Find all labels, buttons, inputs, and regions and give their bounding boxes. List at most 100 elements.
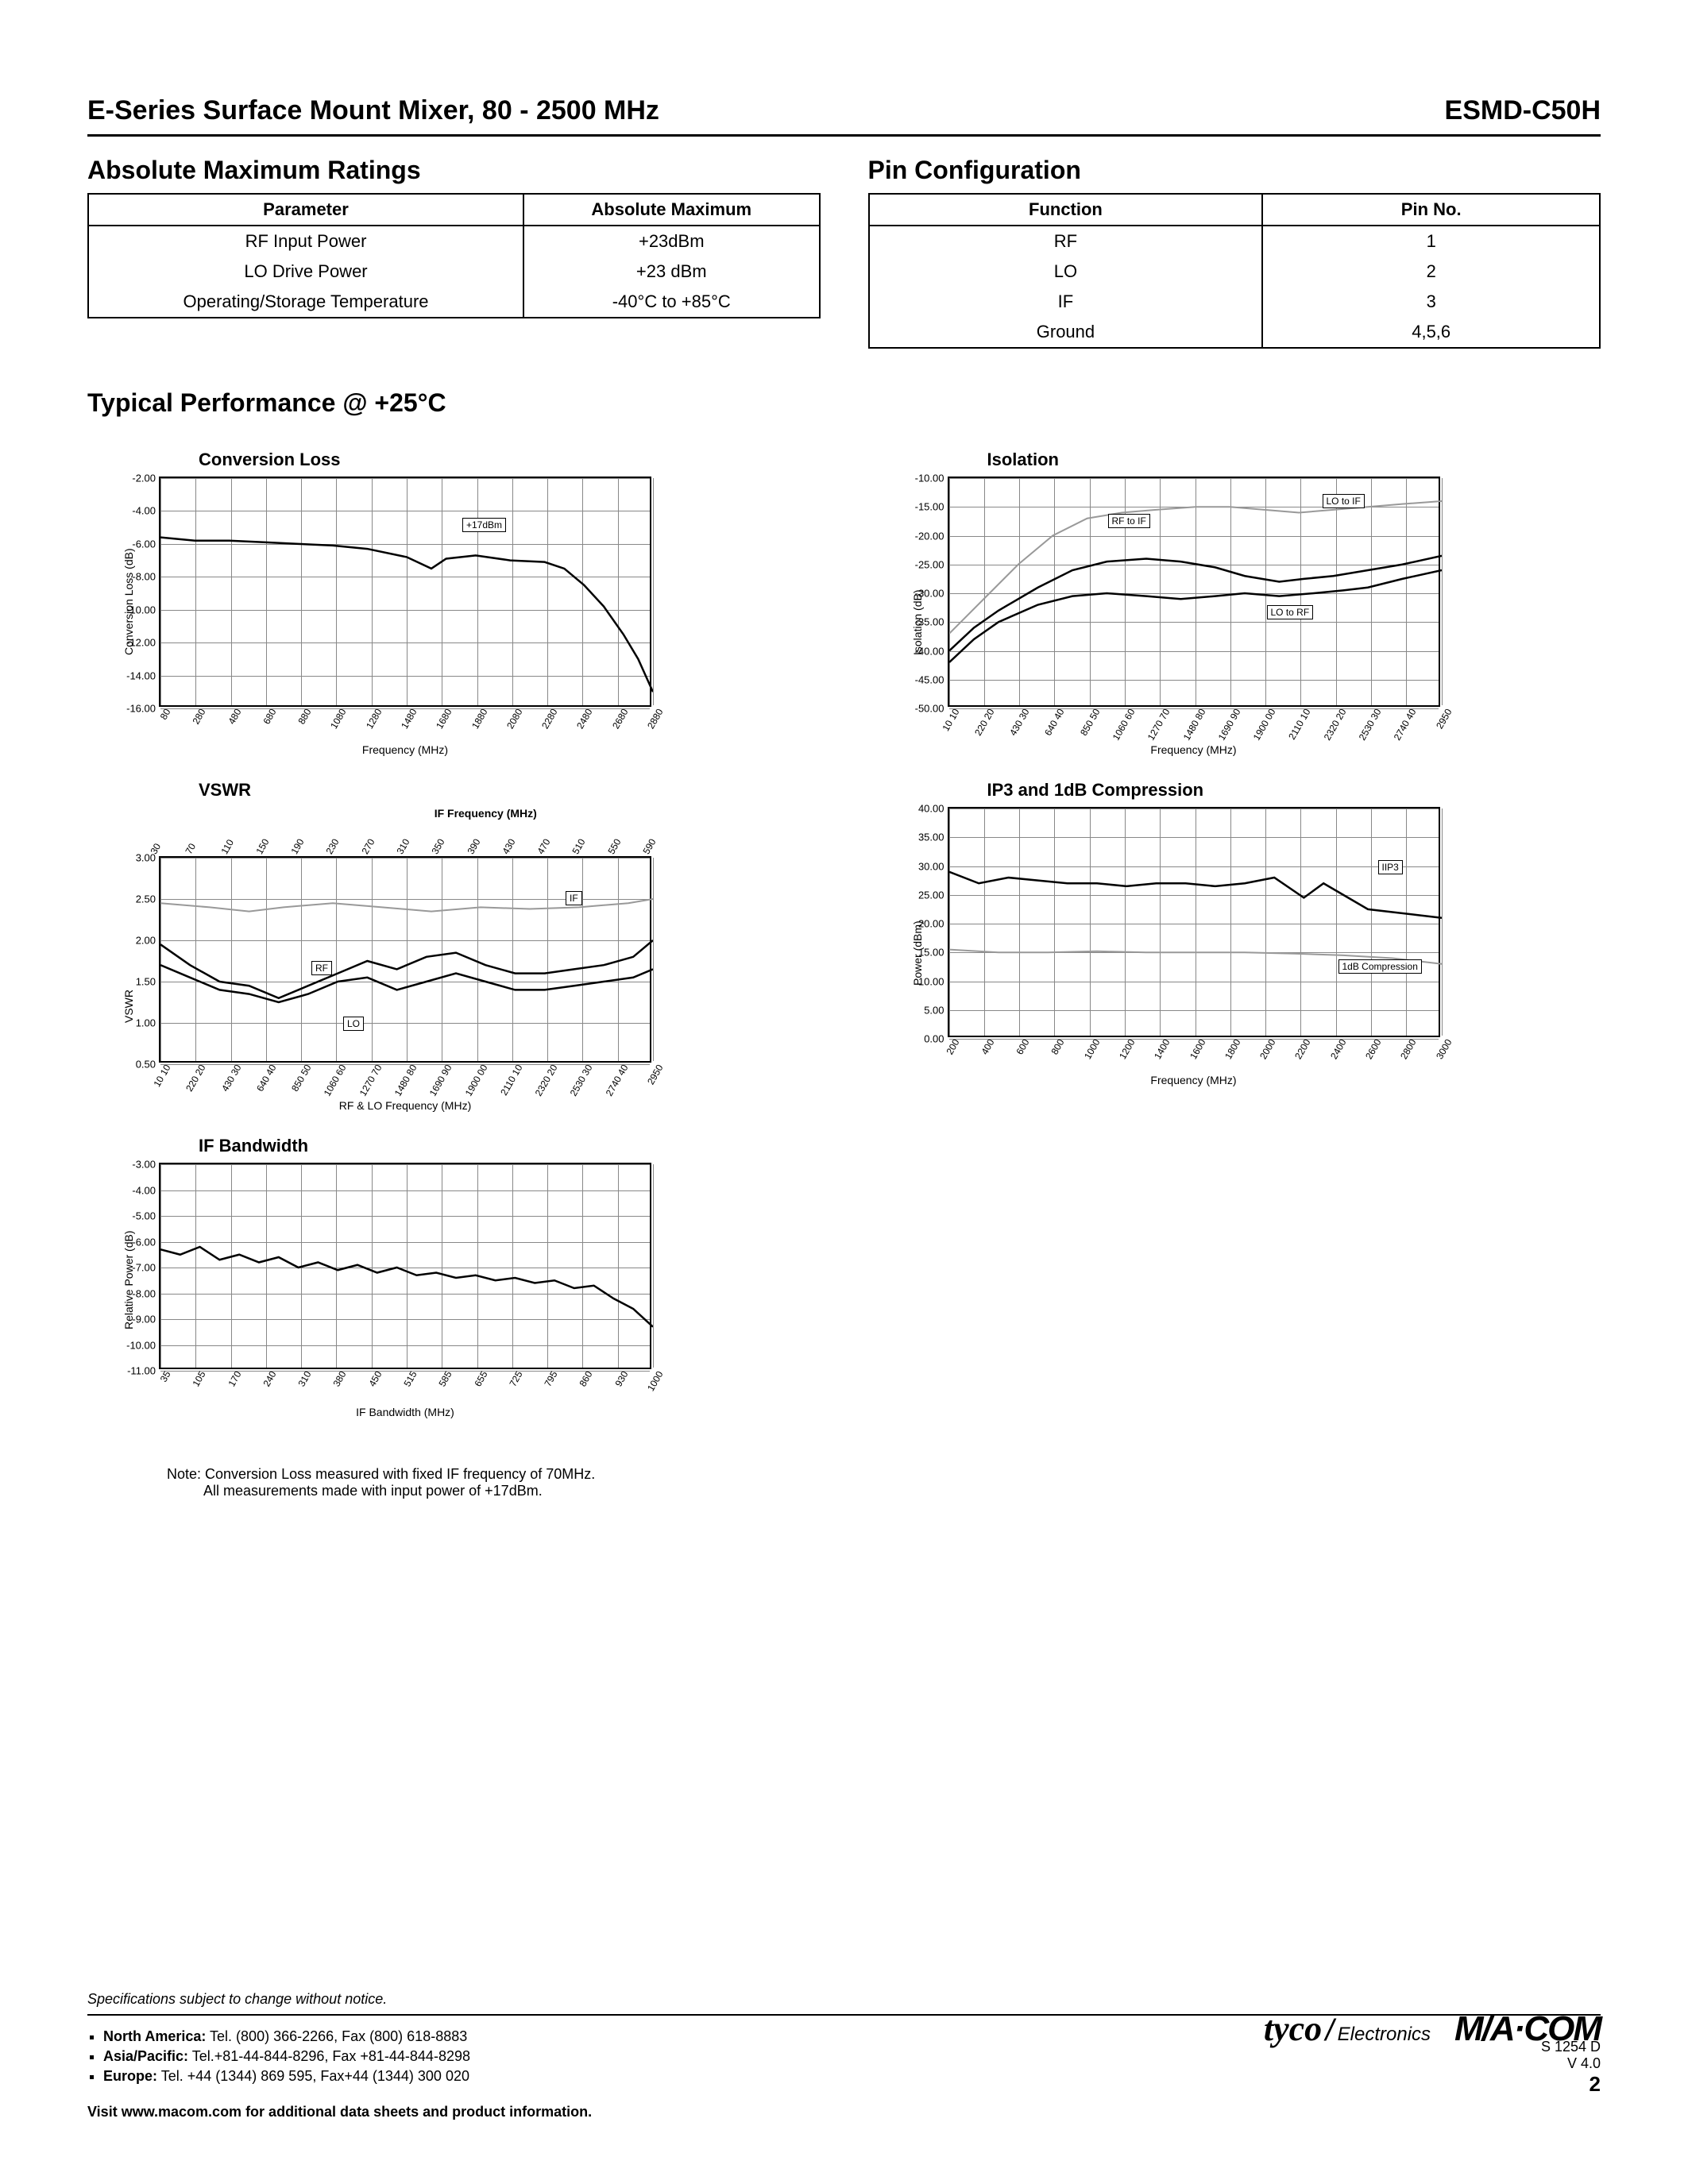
chart-callout: IIP3 (1378, 860, 1403, 874)
chart-ytick: -8.00 (132, 571, 160, 583)
chart-xlabel: IF Bandwidth (MHz) (159, 1406, 651, 1418)
chart-xtick: 850 50 (1075, 705, 1102, 738)
header-part-number: ESMD-C50H (1445, 95, 1601, 126)
performance-title: Typical Performance @ +25°C (87, 388, 1601, 418)
chart-ylabel: Power (dBm) (911, 874, 924, 986)
pins-col-1: Pin No. (1262, 194, 1600, 226)
chart-ytick: -9.00 (132, 1314, 160, 1325)
chart-xtick: 2320 20 (1319, 705, 1348, 743)
chart-ytick: 5.00 (924, 1004, 948, 1016)
chart-xlabel: Frequency (MHz) (948, 1074, 1440, 1086)
chart-xtick-top: 510 (570, 837, 591, 858)
chart-ytick: -14.00 (126, 669, 160, 681)
chart-xtick-top: 430 (500, 837, 520, 858)
chart-ytick: -4.00 (132, 1184, 160, 1196)
footer-version: V 4.0 (1541, 2055, 1601, 2072)
ratings-cell: RF Input Power (88, 226, 523, 257)
ifbw-chart-title: IF Bandwidth (199, 1136, 813, 1156)
pins-cell: 4,5,6 (1262, 317, 1600, 348)
note-line-1: Note: Conversion Loss measured with fixe… (167, 1466, 1601, 1483)
tyco-logo: tyco / Electronics (1264, 2008, 1431, 2049)
chart-xtick: 2320 20 (530, 1061, 559, 1098)
chart-ylabel: Conversion Loss (dB) (122, 544, 135, 655)
chart-ytick: -45.00 (915, 673, 949, 685)
chart-ytick: -2.00 (132, 473, 160, 484)
chart-ytick: -3.00 (132, 1159, 160, 1171)
chart-xtick: 1900 00 (460, 1061, 489, 1098)
chart-xtick-top: 230 (324, 837, 345, 858)
ratings-cell: Operating/Storage Temperature (88, 287, 523, 318)
pins-cell: 1 (1262, 226, 1600, 257)
chart-ytick: -5.00 (132, 1210, 160, 1222)
chart-ylabel: Isolation (dB) (911, 544, 924, 655)
footer-page-number: 2 (1541, 2072, 1601, 2097)
chart-xtick: 1690 90 (425, 1061, 454, 1098)
chart-ytick: -6.00 (132, 538, 160, 550)
pins-cell: 3 (1262, 287, 1600, 317)
chart-xtick: 220 20 (969, 705, 996, 738)
chart-xtick-top: 150 (253, 837, 274, 858)
chart-xtick: 2740 40 (601, 1061, 630, 1098)
ratings-col-0: Parameter (88, 194, 523, 226)
chart-xtick: 430 30 (1005, 705, 1032, 738)
chart-ylabel: Relative Power (dB) (122, 1218, 135, 1329)
chart-xtick-top: 70 (183, 841, 201, 858)
pins-cell: Ground (869, 317, 1263, 348)
ratings-table: ParameterAbsolute Maximum RF Input Power… (87, 193, 821, 318)
chart-xtick: 2530 30 (566, 1061, 595, 1098)
chart-ytick: 30.00 (918, 860, 949, 872)
chart-xtick: 1900 00 (1248, 705, 1277, 743)
chart-ytick: 40.00 (918, 803, 949, 815)
note-line-2: All measurements made with input power o… (203, 1483, 1601, 1499)
footer-contact-ap: Asia/Pacific: Tel.+81-44-844-8296, Fax +… (103, 2048, 1601, 2065)
chart-xtick-top: 110 (218, 837, 238, 858)
footer-visit: Visit www.macom.com for additional data … (87, 2104, 1601, 2120)
header-title: E-Series Surface Mount Mixer, 80 - 2500 … (87, 95, 659, 126)
chart-xtick-top: 390 (465, 837, 485, 858)
ifbw-chart: -3.00-4.00-5.00-6.00-7.00-8.00-9.00-10.0… (159, 1163, 813, 1418)
chart-ytick: 35.00 (918, 832, 949, 843)
chart-callout: 1dB Compression (1338, 959, 1422, 974)
vswr-chart-title: VSWR (199, 780, 813, 801)
chart-xtick: 1270 70 (354, 1061, 384, 1098)
chart-xtick-top: 350 (430, 837, 450, 858)
chart-ytick: -10.00 (915, 473, 949, 484)
chart-ytick: 2.00 (136, 935, 160, 947)
chart-xlabel: Frequency (MHz) (948, 743, 1440, 756)
chart-ytick: -4.00 (132, 505, 160, 517)
chart-callout: RF (311, 961, 332, 975)
ratings-cell: -40°C to +85°C (523, 287, 820, 318)
chart-callout: +17dBm (462, 518, 506, 532)
chart-callout: IF (566, 891, 582, 905)
chart-xtick-top: 270 (359, 837, 380, 858)
chart-xlabel: Frequency (MHz) (159, 743, 651, 756)
chart-xtick-top: 550 (605, 837, 626, 858)
chart-xtick-top: 190 (289, 837, 310, 858)
chart-ytick: -7.00 (132, 1262, 160, 1274)
pins-cell: IF (869, 287, 1263, 317)
chart-xtick: 1480 80 (1178, 705, 1207, 743)
chart-xtick: 640 40 (1040, 705, 1067, 738)
chart-xtick: 1270 70 (1143, 705, 1172, 743)
vswr-chart: IF Frequency (MHz)3.002.502.001.501.000.… (159, 807, 813, 1112)
chart-xlabel: RF & LO Frequency (MHz) (159, 1099, 651, 1112)
ratings-col-1: Absolute Maximum (523, 194, 820, 226)
pins-cell: LO (869, 257, 1263, 287)
chart-ytick: 2.50 (136, 893, 160, 905)
macom-logo: M/A·COM (1454, 2009, 1601, 2049)
footer-logos: tyco / Electronics M/A·COM (1264, 2008, 1601, 2049)
chart-xtick-top: 310 (394, 837, 415, 858)
isolation-chart-title: Isolation (987, 450, 1601, 470)
pins-cell: RF (869, 226, 1263, 257)
ratings-cell: LO Drive Power (88, 257, 523, 287)
chart-ylabel: VSWR (122, 912, 135, 1023)
chart-ytick: -50.00 (915, 703, 949, 715)
chart-ytick: -15.00 (915, 501, 949, 513)
ratings-cell: +23dBm (523, 226, 820, 257)
ip3-chart-title: IP3 and 1dB Compression (987, 780, 1601, 801)
chart-ytick: -20.00 (915, 530, 949, 542)
chart-xtick: 2740 40 (1389, 705, 1419, 743)
pins-title: Pin Configuration (868, 156, 1601, 185)
chart-callout: LO (343, 1017, 364, 1031)
chart-xtick: 430 30 (216, 1061, 243, 1094)
